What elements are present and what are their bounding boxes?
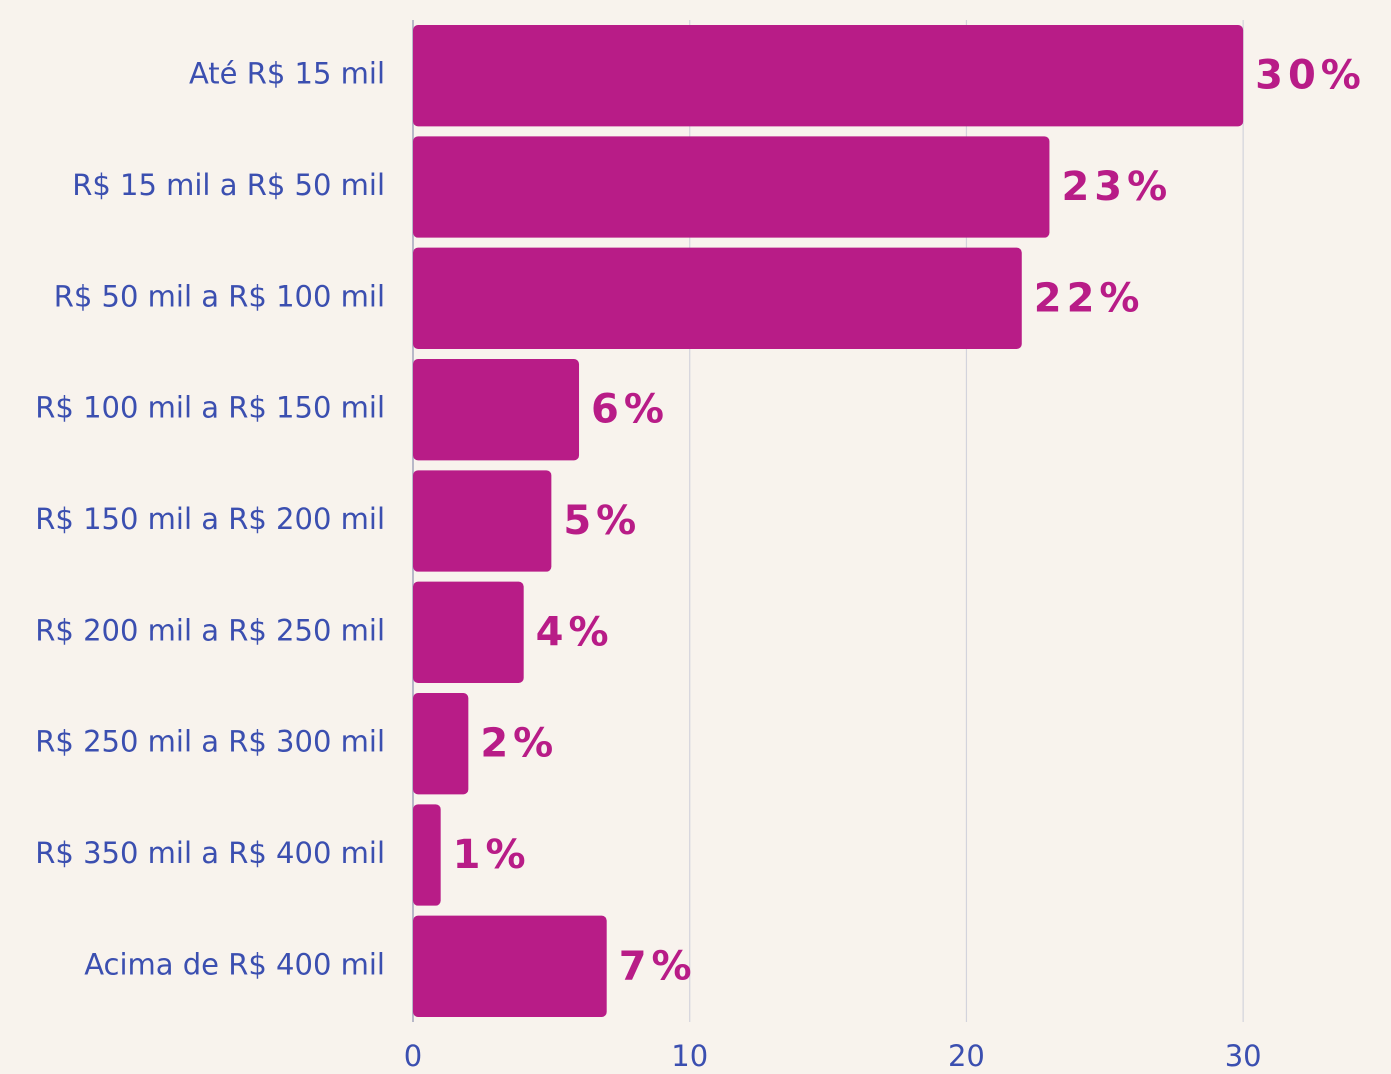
value-label: 7% (619, 943, 697, 989)
y-tick-label: Até R$ 15 mil (189, 57, 385, 91)
bar (413, 693, 469, 795)
bar (413, 136, 1050, 238)
value-label: 1% (453, 832, 531, 878)
value-label: 4% (536, 609, 614, 655)
x-tick-label: 0 (404, 1039, 422, 1073)
bar (413, 915, 607, 1017)
bar (413, 247, 1022, 349)
value-label: 22% (1034, 275, 1145, 321)
y-tick-label: R$ 100 mil a R$ 150 mil (35, 391, 385, 425)
value-label: 5% (563, 498, 641, 544)
value-label: 2% (480, 721, 558, 767)
y-tick-label: R$ 150 mil a R$ 200 mil (35, 502, 385, 536)
y-tick-label: R$ 200 mil a R$ 250 mil (35, 613, 385, 647)
y-tick-label: R$ 250 mil a R$ 300 mil (35, 725, 385, 759)
value-label: 30% (1255, 53, 1366, 99)
y-tick-label: R$ 15 mil a R$ 50 mil (72, 168, 385, 202)
bar (413, 470, 552, 572)
y-tick-label: Acima de R$ 400 mil (84, 947, 385, 981)
x-tick-label: 10 (671, 1039, 708, 1073)
x-tick-label: 20 (948, 1039, 985, 1073)
value-label: 23% (1061, 164, 1172, 210)
bar (413, 359, 580, 461)
bar (413, 25, 1244, 127)
value-label: 6% (591, 387, 669, 433)
y-tick-label: R$ 350 mil a R$ 400 mil (35, 836, 385, 870)
bar (413, 581, 524, 683)
bar (413, 804, 441, 906)
x-tick-label: 30 (1225, 1039, 1262, 1073)
y-tick-label: R$ 50 mil a R$ 100 mil (54, 279, 385, 313)
